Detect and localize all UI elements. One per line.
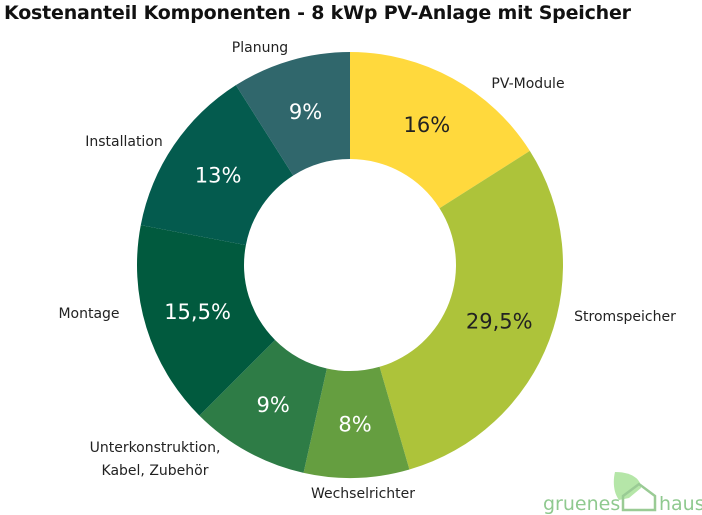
slice-0 [350, 52, 530, 209]
value-label: 13% [195, 163, 242, 187]
category-label: Stromspeicher [574, 309, 676, 325]
value-label: 8% [338, 412, 371, 436]
value-label: 16% [403, 113, 450, 137]
value-label: 9% [256, 393, 289, 417]
value-label: 15,5% [164, 300, 231, 324]
slice-1 [379, 150, 563, 470]
slice-3 [199, 339, 327, 473]
svg-text:gruenes: gruenes [543, 493, 620, 515]
category-label: PV-Module [491, 76, 564, 92]
category-label: Kabel, Zubehör [102, 463, 209, 479]
slice-2 [303, 366, 410, 478]
category-label: Installation [85, 134, 163, 150]
chart-title: Kostenanteil Komponenten - 8 kWp PV-Anla… [4, 2, 631, 24]
category-label: Wechselrichter [311, 486, 415, 502]
value-label: 9% [289, 100, 322, 124]
slice-5 [140, 85, 294, 246]
category-label: Unterkonstruktion, [90, 440, 221, 456]
slice-6 [235, 52, 350, 176]
category-label: Planung [232, 40, 288, 56]
svg-text:haus: haus [659, 493, 702, 515]
value-label: 29,5% [466, 309, 533, 333]
leaf-icon [613, 472, 641, 500]
house-icon [621, 482, 657, 512]
gruenes-haus-logo: gruenes haus [543, 472, 702, 515]
category-label: Montage [58, 306, 119, 322]
slice-4 [137, 225, 276, 416]
